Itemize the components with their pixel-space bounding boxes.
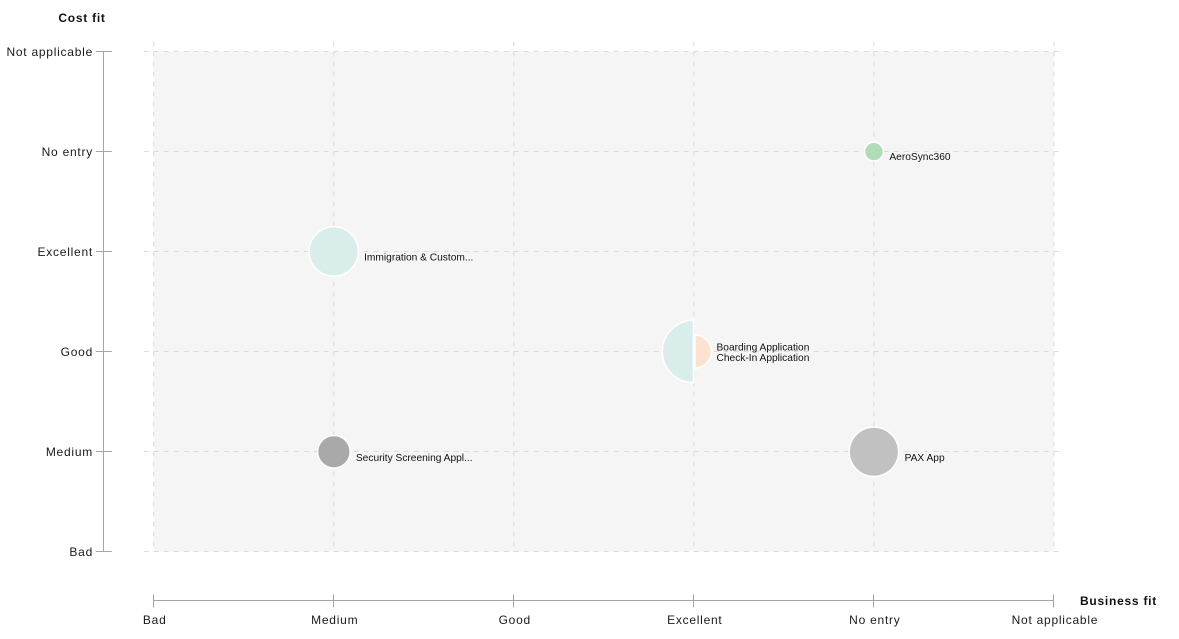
svg-text:PAX App: PAX App <box>905 453 945 464</box>
svg-text:Medium: Medium <box>46 445 93 459</box>
svg-text:Good: Good <box>499 613 531 627</box>
svg-text:Immigration & Custom...: Immigration & Custom... <box>364 252 473 263</box>
svg-text:Boarding Application: Boarding Application <box>717 343 810 354</box>
svg-text:Bad: Bad <box>143 613 167 627</box>
svg-text:Not applicable: Not applicable <box>1012 613 1099 627</box>
svg-text:Medium: Medium <box>311 613 358 627</box>
svg-text:Good: Good <box>61 345 93 359</box>
svg-text:Cost fit: Cost fit <box>58 11 105 25</box>
svg-text:No entry: No entry <box>849 613 900 627</box>
svg-text:Not applicable: Not applicable <box>6 45 93 59</box>
svg-text:Check-In Application: Check-In Application <box>717 353 810 364</box>
svg-text:Bad: Bad <box>69 545 93 559</box>
svg-text:Excellent: Excellent <box>667 613 722 627</box>
svg-text:Business fit: Business fit <box>1080 594 1157 608</box>
svg-text:No entry: No entry <box>42 145 93 159</box>
svg-text:AeroSync360: AeroSync360 <box>889 152 950 163</box>
svg-text:Excellent: Excellent <box>38 245 93 259</box>
svg-text:Security Screening Appl...: Security Screening Appl... <box>356 453 473 464</box>
